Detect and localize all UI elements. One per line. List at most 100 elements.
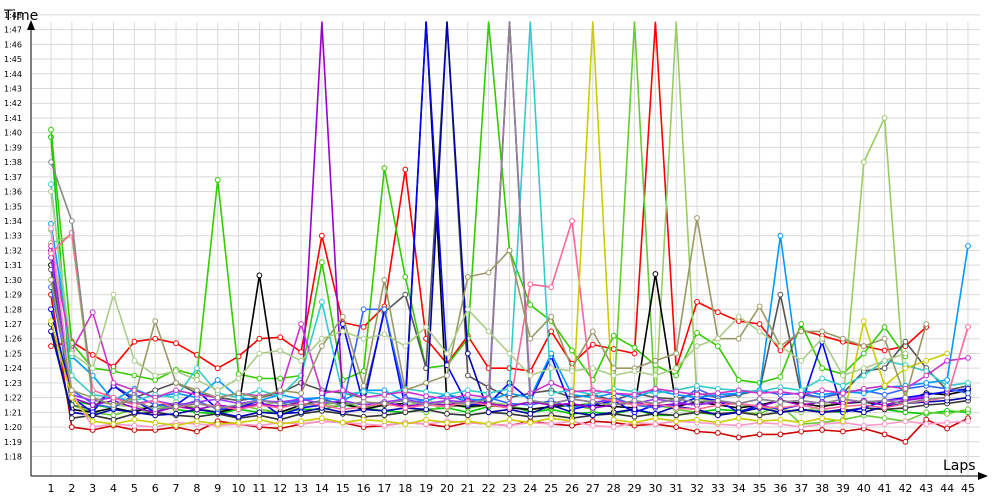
data-point bbox=[319, 299, 325, 305]
x-tick-label: 20 bbox=[440, 482, 454, 495]
data-point bbox=[881, 391, 888, 398]
x-tick-label: 8 bbox=[193, 482, 200, 495]
data-point bbox=[89, 309, 96, 316]
data-point bbox=[840, 428, 846, 435]
data-point bbox=[860, 385, 867, 392]
data-point bbox=[944, 410, 950, 417]
y-tick-label: 1:20 bbox=[4, 423, 22, 432]
data-point bbox=[173, 380, 179, 386]
data-point bbox=[902, 394, 909, 401]
y-tick-label: 1:28 bbox=[4, 305, 22, 314]
data-point bbox=[798, 328, 805, 335]
data-point bbox=[735, 409, 742, 416]
data-point bbox=[444, 399, 450, 405]
x-tick-label: 23 bbox=[502, 482, 516, 495]
x-tick-label: 43 bbox=[919, 482, 933, 495]
series-line bbox=[50, 21, 907, 384]
data-point bbox=[589, 412, 596, 419]
data-point bbox=[194, 377, 200, 383]
series-layer bbox=[48, 21, 971, 445]
data-point bbox=[652, 421, 659, 428]
y-tick-label: 1:18 bbox=[4, 453, 22, 462]
x-tick-label: 5 bbox=[131, 482, 138, 495]
data-point bbox=[965, 390, 971, 397]
data-point bbox=[610, 416, 617, 423]
data-point bbox=[339, 313, 346, 320]
data-point bbox=[506, 247, 513, 254]
data-point bbox=[819, 406, 825, 413]
data-point bbox=[923, 409, 930, 416]
data-point bbox=[298, 409, 305, 416]
data-point bbox=[923, 357, 930, 364]
x-tick-label: 44 bbox=[940, 482, 954, 495]
data-point bbox=[610, 365, 617, 372]
y-tick-label: 1:37 bbox=[4, 173, 22, 182]
data-point bbox=[589, 399, 596, 405]
data-point bbox=[840, 390, 846, 397]
data-point bbox=[527, 302, 534, 308]
data-point bbox=[548, 390, 555, 397]
data-point bbox=[48, 126, 54, 133]
data-point bbox=[68, 424, 75, 431]
data-point bbox=[110, 394, 117, 401]
data-point bbox=[923, 421, 930, 428]
data-point bbox=[881, 357, 888, 364]
data-point bbox=[319, 415, 325, 422]
data-point bbox=[235, 375, 242, 382]
data-point bbox=[881, 347, 888, 354]
x-tick-label: 24 bbox=[523, 482, 537, 495]
data-point bbox=[548, 421, 555, 428]
data-point bbox=[131, 372, 138, 379]
data-point bbox=[819, 415, 825, 422]
x-tick-label: 36 bbox=[773, 482, 787, 495]
y-tick-label: 1:25 bbox=[4, 349, 22, 358]
x-tick-label: 15 bbox=[336, 482, 350, 495]
data-point bbox=[464, 391, 471, 398]
data-point bbox=[881, 324, 888, 330]
data-point bbox=[860, 399, 867, 405]
data-point bbox=[756, 321, 763, 327]
data-point bbox=[798, 321, 805, 327]
data-point bbox=[360, 399, 367, 405]
data-point bbox=[631, 419, 638, 426]
data-point bbox=[527, 335, 534, 342]
data-point bbox=[110, 402, 117, 408]
data-point bbox=[48, 188, 54, 195]
data-point bbox=[965, 418, 971, 425]
data-point bbox=[944, 425, 950, 432]
data-point bbox=[756, 418, 763, 425]
data-point bbox=[798, 419, 805, 426]
data-point bbox=[214, 387, 221, 394]
data-point bbox=[89, 424, 96, 431]
data-point bbox=[110, 380, 117, 386]
data-point bbox=[631, 344, 638, 351]
data-point bbox=[485, 269, 492, 276]
data-point bbox=[715, 343, 721, 350]
series-20 bbox=[48, 21, 950, 429]
data-point bbox=[694, 406, 700, 413]
x-tick-label: 32 bbox=[690, 482, 704, 495]
data-point bbox=[548, 365, 555, 372]
data-point bbox=[777, 431, 784, 438]
data-point bbox=[256, 394, 263, 401]
data-point bbox=[965, 324, 971, 330]
data-point bbox=[548, 284, 555, 291]
data-point bbox=[756, 328, 763, 335]
data-point bbox=[194, 406, 200, 413]
data-point bbox=[464, 418, 471, 425]
data-point bbox=[152, 318, 159, 325]
data-point bbox=[860, 343, 867, 350]
y-tick-label: 1:40 bbox=[4, 129, 22, 138]
data-point bbox=[944, 350, 950, 357]
data-point bbox=[735, 313, 742, 320]
data-point bbox=[735, 415, 742, 422]
data-point bbox=[694, 416, 700, 423]
data-point bbox=[464, 274, 471, 280]
data-point bbox=[631, 350, 638, 357]
data-point bbox=[194, 418, 200, 425]
data-point bbox=[277, 334, 284, 341]
data-point bbox=[652, 415, 659, 422]
data-point bbox=[48, 225, 54, 232]
data-point bbox=[319, 390, 325, 397]
data-point bbox=[131, 394, 138, 401]
